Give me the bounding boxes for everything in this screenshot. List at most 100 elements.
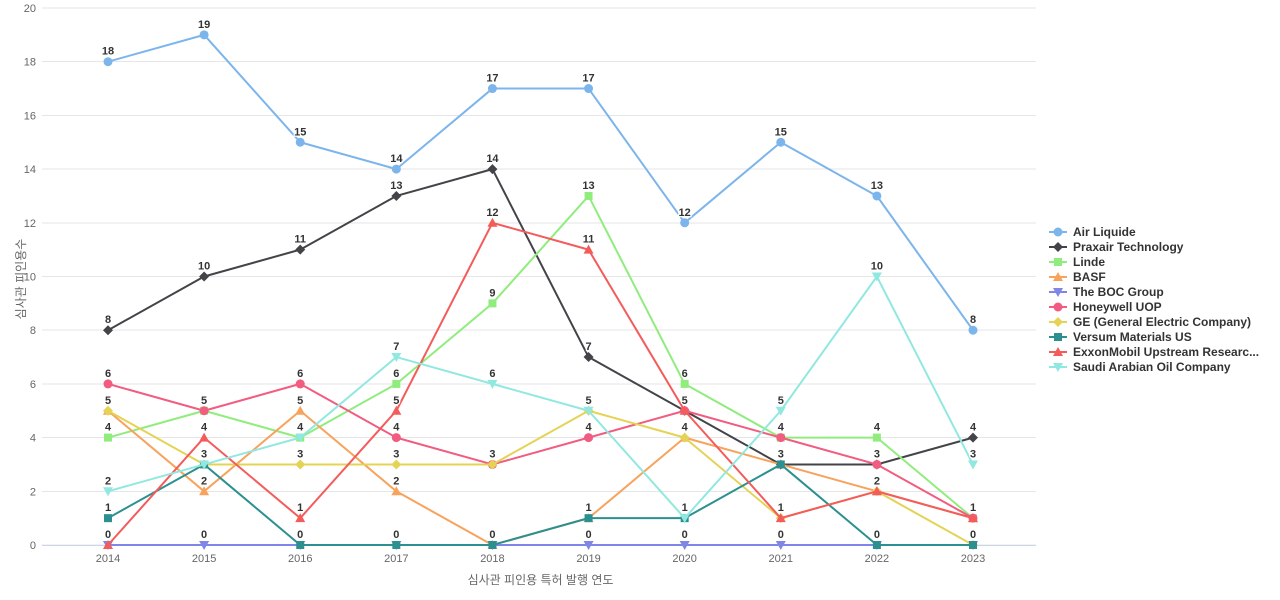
series-versum-materials-us-marker — [392, 541, 401, 549]
series-exxonmobil-upstream-researc-marker — [487, 217, 498, 227]
series-versum-materials-us-marker — [584, 514, 593, 523]
series-versum-materials-us-marker — [872, 541, 881, 549]
series-air-liquide-marker — [584, 84, 594, 94]
legend-item-ge-general-electric-company[interactable]: GE (General Electric Company) — [1048, 314, 1259, 329]
legend-marker-triangle-icon — [1049, 271, 1067, 281]
series-versum-materials-us-marker — [104, 514, 112, 523]
y-tick-label: 0 — [30, 540, 36, 552]
data-label: 6 — [297, 368, 303, 380]
series-honeywell-uop — [103, 379, 978, 523]
y-tick-label: 2 — [30, 486, 36, 498]
series-linde-marker — [680, 379, 689, 388]
legend-item-exxonmobil-upstream-researc[interactable]: ExxonMobil Upstream Researc... — [1048, 344, 1259, 359]
legend-marker-triangle-down-icon — [1049, 287, 1067, 297]
series-basf-marker — [391, 486, 402, 496]
series-exxonmobil-upstream-researc-marker — [199, 432, 210, 442]
series-praxair-technology — [103, 164, 978, 470]
series-air-liquide-marker — [199, 30, 209, 40]
series-the-boc-group-marker — [199, 541, 210, 550]
x-tick-label: 2023 — [961, 553, 985, 565]
data-label: 12 — [486, 207, 498, 219]
data-label: 1 — [297, 502, 303, 514]
legend-marker-shape — [1053, 287, 1063, 297]
legend-marker-shape — [1053, 316, 1063, 327]
series-linde-marker — [584, 191, 593, 200]
series-linde-marker — [392, 379, 401, 388]
y-tick-label: 4 — [30, 433, 36, 445]
series-saudi-arabian-oil-company-line — [107, 275, 974, 520]
y-axis-title: 심사관 피인용수 — [14, 238, 28, 320]
data-label: 1 — [105, 502, 111, 514]
data-label: 14 — [390, 153, 403, 165]
y-tick-label: 20 — [24, 3, 36, 15]
series-exxonmobil-upstream-researc-marker — [679, 405, 690, 415]
data-label: 0 — [393, 529, 399, 541]
legend-item-versum-materials-us[interactable]: Versum Materials US — [1048, 329, 1259, 344]
legend-marker-shape — [1053, 362, 1063, 372]
series-air-liquide-marker — [391, 164, 401, 174]
series-praxair-technology-marker — [295, 244, 306, 255]
x-tick-label: 2019 — [576, 553, 600, 565]
series-saudi-arabian-oil-company — [103, 272, 978, 524]
data-label: 0 — [297, 529, 303, 541]
series-linde-line — [107, 194, 974, 520]
data-label: 0 — [874, 529, 880, 541]
legend-item-air-liquide[interactable]: Air Liquide — [1048, 224, 1259, 239]
series-exxonmobil-upstream-researc-marker — [775, 513, 786, 523]
data-label: 5 — [297, 395, 303, 407]
series-ge-general-electric-company — [103, 405, 978, 550]
legend-item-honeywell-uop[interactable]: Honeywell UOP — [1048, 299, 1259, 314]
data-label: 0 — [970, 529, 976, 541]
legend-marker-triangle-icon — [1049, 346, 1067, 356]
legend: Air Liquide Praxair Technology Linde BASF Th… — [1048, 224, 1259, 374]
data-label: 5 — [682, 395, 688, 407]
data-label: 3 — [874, 448, 880, 460]
x-tick-label: 2018 — [480, 553, 504, 565]
series-praxair-technology-marker — [487, 164, 498, 175]
data-label: 0 — [105, 529, 111, 541]
legend-marker-circle-icon — [1049, 227, 1067, 236]
legend-marker-shape — [1053, 302, 1063, 311]
data-label: 0 — [585, 529, 591, 541]
series-exxonmobil-upstream-researc-line — [107, 221, 974, 546]
series-exxonmobil-upstream-researc-marker — [871, 486, 882, 496]
series-basf-line — [107, 409, 974, 546]
data-label: 3 — [393, 448, 399, 460]
series-honeywell-uop-marker — [295, 379, 305, 389]
data-label: 4 — [201, 422, 208, 434]
data-label: 17 — [486, 73, 498, 85]
x-tick-label: 2014 — [96, 553, 120, 565]
series-basf-marker — [199, 486, 210, 496]
data-label: 8 — [970, 314, 976, 326]
legend-item-praxair-technology[interactable]: Praxair Technology — [1048, 239, 1259, 254]
data-label: 3 — [297, 448, 303, 460]
data-label: 13 — [582, 180, 594, 192]
legend-item-saudi-arabian-oil-company[interactable]: Saudi Arabian Oil Company — [1048, 359, 1259, 374]
series-saudi-arabian-oil-company-marker — [295, 433, 306, 443]
data-label: 2 — [393, 475, 399, 487]
series-versum-materials-us — [104, 460, 977, 549]
series-ge-general-electric-company-marker — [679, 432, 690, 443]
data-label: 13 — [390, 180, 402, 192]
series-honeywell-uop-line — [107, 382, 974, 520]
data-label: 1 — [585, 502, 591, 514]
data-label: 3 — [201, 448, 207, 460]
legend-label: Linde — [1073, 254, 1105, 269]
y-tick-label: 12 — [24, 218, 36, 230]
data-label: 5 — [201, 395, 207, 407]
data-label: 17 — [582, 73, 594, 85]
series-basf-marker — [295, 405, 306, 415]
data-label: 5 — [393, 395, 399, 407]
legend-item-basf[interactable]: BASF — [1048, 269, 1259, 284]
series-versum-materials-us-marker — [488, 541, 497, 549]
legend-item-linde[interactable]: Linde — [1048, 254, 1259, 269]
series-saudi-arabian-oil-company-marker — [487, 379, 498, 389]
y-tick-label: 8 — [30, 325, 36, 337]
data-label: 11 — [583, 234, 595, 246]
x-tick-label: 2017 — [384, 553, 408, 565]
data-label: 7 — [585, 341, 591, 353]
series-exxonmobil-upstream-researc-marker — [583, 244, 594, 254]
data-label: 3 — [778, 448, 784, 460]
legend-item-the-boc-group[interactable]: The BOC Group — [1048, 284, 1259, 299]
